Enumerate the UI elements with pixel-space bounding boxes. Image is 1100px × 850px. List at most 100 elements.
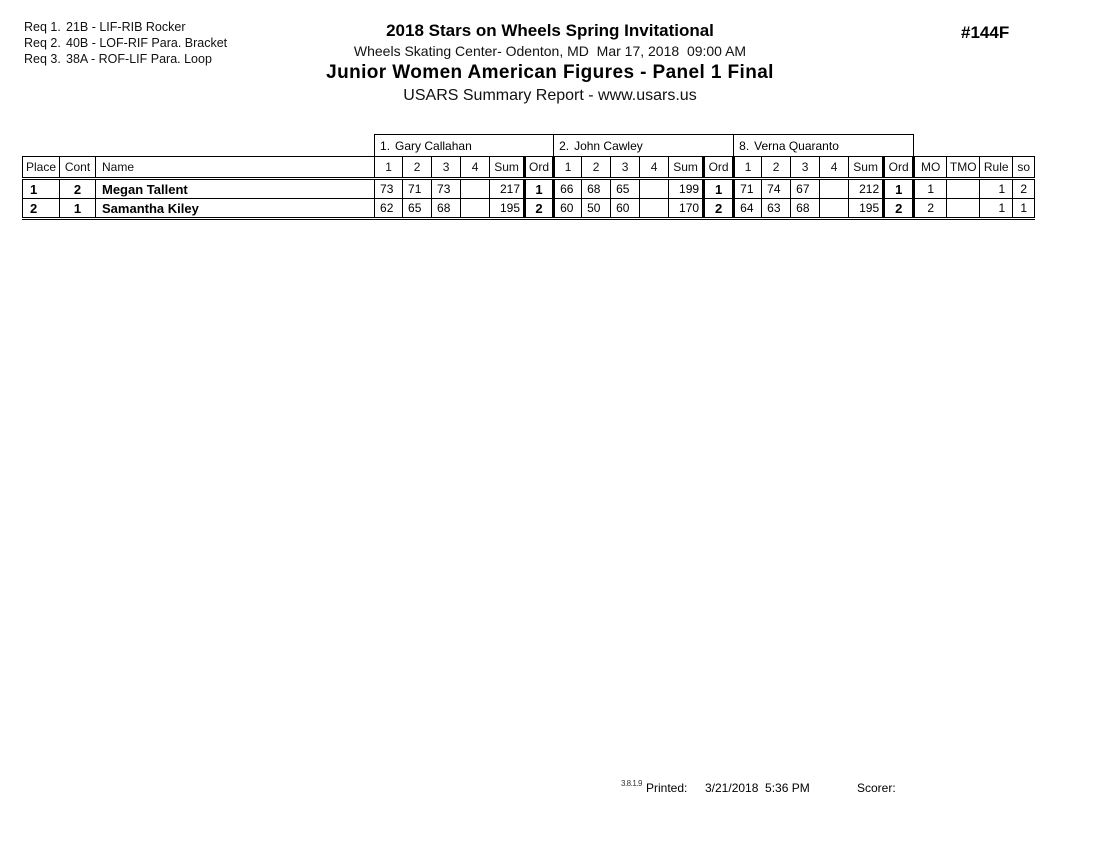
score-cell: 71	[733, 178, 763, 199]
ordinal-cell: 1	[523, 178, 556, 199]
requirements-list: Req 1. 21B - LIF-RIB Rocker Req 2. 40B - L…	[24, 19, 227, 67]
scorer-label: Scorer:	[857, 781, 896, 795]
col-header-tmo: TMO	[946, 156, 981, 180]
requirement-text: 38A - ROF-LIF Para. Loop	[66, 52, 212, 66]
printed-timestamp: 3/21/2018 5:36 PM	[705, 781, 810, 795]
skater-name-cell: Megan Tallent	[94, 178, 376, 199]
col-header-j3-1: 1	[733, 156, 763, 180]
sum-cell: 217	[489, 178, 526, 199]
score-cell: 65	[402, 198, 433, 220]
place-cell: 2	[22, 198, 60, 220]
col-header-j2-sum: Sum	[668, 156, 705, 180]
score-cell	[460, 178, 491, 199]
requirement-label: Req 1.	[24, 20, 61, 34]
page-title: 2018 Stars on Wheels Spring Invitational	[386, 21, 714, 40]
so-cell: 2	[1012, 178, 1036, 199]
score-cell: 68	[790, 198, 821, 220]
requirement-text: 21B - LIF-RIB Rocker	[66, 20, 186, 34]
score-cell	[819, 178, 850, 199]
score-cell: 60	[553, 198, 583, 220]
judge-name: Verna Quaranto	[754, 138, 839, 153]
score-cell: 71	[402, 178, 433, 199]
score-cell	[639, 178, 670, 199]
sum-cell: 199	[668, 178, 705, 199]
col-header-rule: Rule	[979, 156, 1014, 180]
judge-number: 1.	[380, 138, 391, 153]
rule-cell: 1	[979, 198, 1014, 220]
col-header-j2-3: 3	[610, 156, 641, 180]
rule-cell: 1	[979, 178, 1014, 199]
col-header-j1-4: 4	[460, 156, 491, 180]
col-header-j3-4: 4	[819, 156, 850, 180]
col-header-j3-ord: Ord	[882, 156, 916, 180]
col-header-j1-3: 3	[431, 156, 462, 180]
ordinal-cell: 2	[523, 198, 556, 220]
score-cell: 73	[431, 178, 462, 199]
score-cell: 66	[553, 178, 583, 199]
score-cell: 64	[733, 198, 763, 220]
judge-header-2: 2. John Cawley	[553, 134, 735, 157]
event-title: Junior Women American Figures - Panel 1 …	[326, 62, 774, 83]
score-cell: 73	[374, 178, 404, 199]
printed-label: Printed:	[646, 781, 688, 795]
report-type-line: USARS Summary Report - www.usars.us	[403, 87, 697, 104]
requirement-label: Req 2.	[24, 36, 61, 50]
judge-header-1: 1. Gary Callahan	[374, 134, 555, 157]
sum-cell: 170	[668, 198, 705, 220]
sum-cell: 195	[489, 198, 526, 220]
judge-name: Gary Callahan	[395, 138, 472, 153]
ordinal-cell: 2	[882, 198, 916, 220]
sum-cell: 195	[848, 198, 885, 220]
ordinal-cell: 2	[702, 198, 736, 220]
score-cell: 68	[431, 198, 462, 220]
score-cell	[460, 198, 491, 220]
table-row: 2 1 Samantha Kiley 62 65 68 195 2 60 50 …	[22, 198, 1036, 220]
score-cell: 68	[581, 178, 612, 199]
score-cell	[639, 198, 670, 220]
col-header-j1-sum: Sum	[489, 156, 526, 180]
col-header-j2-ord: Ord	[702, 156, 736, 180]
judge-number: 2.	[559, 138, 570, 153]
skater-name-cell: Samantha Kiley	[94, 198, 376, 220]
judge-header-row: 1. Gary Callahan 2. John Cawley 8. Verna Qu…	[23, 134, 1035, 157]
judge-row-spacer-right	[914, 135, 1035, 157]
cont-cell: 1	[59, 198, 96, 220]
judge-number: 8.	[739, 138, 750, 153]
requirement-line-3: Req 3. 38A - ROF-LIF Para. Loop	[24, 51, 227, 67]
col-header-j1-2: 2	[402, 156, 433, 180]
col-header-j1-ord: Ord	[523, 156, 556, 180]
requirement-text: 40B - LOF-RIF Para. Bracket	[66, 36, 228, 50]
sum-cell: 212	[848, 178, 885, 199]
col-header-j2-2: 2	[581, 156, 612, 180]
col-header-mo: MO	[913, 156, 948, 180]
score-cell: 50	[581, 198, 612, 220]
col-header-j3-sum: Sum	[848, 156, 885, 180]
results-table: 1. Gary Callahan 2. John Cawley 8. Verna Qu…	[22, 134, 1036, 220]
col-header-j1-1: 1	[374, 156, 404, 180]
score-cell: 60	[610, 198, 641, 220]
requirement-line-2: Req 2. 40B - LOF-RIF Para. Bracket	[24, 35, 227, 51]
score-cell	[819, 198, 850, 220]
col-header-j3-2: 2	[761, 156, 792, 180]
tmo-cell	[946, 198, 981, 220]
col-header-name: Name	[94, 156, 376, 180]
requirement-line-1: Req 1. 21B - LIF-RIB Rocker	[24, 19, 227, 35]
table-row: 1 2 Megan Tallent 73 71 73 217 1 66 68 6…	[22, 178, 1036, 199]
venue-date-line: Wheels Skating Center- Odenton, MD Mar 1…	[353, 43, 747, 59]
mo-cell: 1	[913, 178, 948, 199]
score-cell: 67	[790, 178, 821, 199]
score-cell: 74	[761, 178, 792, 199]
tmo-cell	[946, 178, 981, 199]
score-cell: 62	[374, 198, 404, 220]
mo-cell: 2	[913, 198, 948, 220]
col-header-j3-3: 3	[790, 156, 821, 180]
judge-name: John Cawley	[574, 138, 643, 153]
so-cell: 1	[1012, 198, 1036, 220]
report-header: 2018 Stars on Wheels Spring Invitational…	[0, 21, 1100, 107]
score-cell: 65	[610, 178, 641, 199]
ordinal-cell: 1	[702, 178, 736, 199]
col-header-place: Place	[22, 156, 60, 180]
event-number: #144F	[961, 23, 1010, 42]
